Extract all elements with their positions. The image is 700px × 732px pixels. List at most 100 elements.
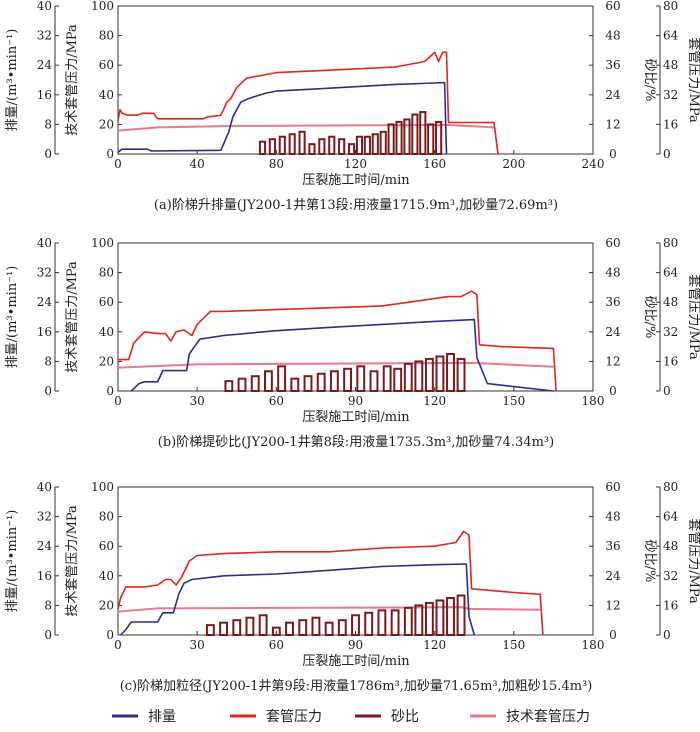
sand-ratio-bars <box>258 111 443 156</box>
casing-tick-label: 32 <box>663 325 678 339</box>
sand-tick-label: 60 <box>605 236 620 250</box>
sand-tick-label: 0 <box>609 384 617 398</box>
casing-tick-label: 64 <box>663 29 679 43</box>
x-tick-label: 240 <box>582 157 605 171</box>
sand-tick-label: 36 <box>605 58 620 72</box>
legend-label: 套管压力 <box>266 709 322 725</box>
casing-tick-label: 16 <box>663 354 678 368</box>
sand-tick-label: 36 <box>605 539 620 553</box>
rate-tick-label: 16 <box>37 88 52 102</box>
pressure-tick-label: 100 <box>91 0 114 13</box>
sand-ratio-bars <box>205 594 466 637</box>
casing-tick-label: 48 <box>663 295 678 309</box>
sand-tick-label: 48 <box>605 266 620 280</box>
sand-ratio-bar <box>435 355 445 393</box>
rate-line <box>130 318 554 392</box>
pressure-axis-label: 技术套管压力/MPa <box>64 24 80 136</box>
legend-label: 排量 <box>148 709 176 725</box>
sand-axis-label: 砂比/% <box>642 59 657 102</box>
sand-ratio-bar <box>403 118 411 155</box>
x-tick-label: 200 <box>502 157 525 171</box>
sand-ratio-bar <box>387 123 395 156</box>
x-tick-label: 60 <box>269 394 284 408</box>
sand-tick-label: 60 <box>605 480 620 494</box>
sand-ratio-bar <box>351 614 360 636</box>
sand-ratio-bar <box>311 616 321 637</box>
sand-tick-label: 48 <box>605 510 620 524</box>
legend: 排量 套管压力 砂比 技术套管压力 <box>112 709 590 725</box>
pressure-tick-label: 40 <box>99 325 114 339</box>
x-tick-label: 30 <box>190 394 205 408</box>
sand-ratio-bar <box>285 621 294 637</box>
sand-ratio-bar <box>318 138 326 155</box>
sand-ratio-bar <box>347 143 356 155</box>
x-tick-label: 150 <box>502 638 525 652</box>
sand-ratio-bars <box>224 353 466 393</box>
sand-ratio-bar <box>456 357 466 392</box>
x-tick-label: 0 <box>114 157 122 171</box>
chart-panels: 0 40 80 120 160 200 240压裂施工时间/min0816243240020… <box>5 0 700 694</box>
sand-axis-label: 砂比/% <box>642 540 657 583</box>
sand-ratio-bar <box>414 360 424 392</box>
sand-ratio-bar <box>435 120 443 155</box>
sand-ratio-bar <box>224 380 234 392</box>
sand-ratio-bar <box>290 377 300 392</box>
sand-tick-label: 12 <box>605 117 620 131</box>
rate-axis-label: 排量/(m³•min⁻¹) <box>5 510 20 613</box>
rate-axis-label: 排量/(m³•min⁻¹) <box>5 266 20 369</box>
sand-ratio-bar <box>329 370 339 392</box>
sand-ratio-bar <box>338 138 346 155</box>
panel-caption: (c)阶梯加粒径(JY200-1井第9段:用液量1786m³,加砂量71.65m… <box>120 679 593 694</box>
sand-tick-label: 24 <box>605 569 621 583</box>
x-axis-label: 压裂施工时间/min <box>302 410 410 425</box>
rate-tick-label: 32 <box>37 510 52 524</box>
sand-tick-label: 24 <box>605 88 621 102</box>
rate-tick-label: 24 <box>37 295 53 309</box>
x-tick-label: 180 <box>582 638 605 652</box>
casing-tick-label: 80 <box>663 236 678 250</box>
tech-casing-pressure-line <box>117 606 541 613</box>
sand-ratio-bar <box>435 599 445 637</box>
x-tick-label: 0 <box>114 394 122 408</box>
rate-tick-label: 0 <box>44 628 52 642</box>
sand-ratio-bar <box>298 619 308 637</box>
rate-tick-label: 8 <box>44 117 52 131</box>
sand-ratio-bar <box>414 604 424 637</box>
legend-item: 套管压力 <box>230 709 322 725</box>
panel-caption: (a)阶梯升排量(JY200-1井第13段:用液量1715.9m³,加砂量72.… <box>154 198 558 213</box>
sand-ratio-bar <box>258 614 268 636</box>
sand-ratio-bar <box>316 372 326 393</box>
sand-ratio-bar <box>263 370 273 392</box>
pressure-tick-label: 80 <box>99 510 114 524</box>
x-tick-label: 120 <box>344 157 367 171</box>
x-tick-label: 180 <box>582 394 605 408</box>
sand-ratio-bar <box>419 111 427 155</box>
casing-tick-label: 16 <box>663 598 678 612</box>
sand-ratio-bar <box>364 611 374 636</box>
sand-ratio-bar <box>424 357 434 392</box>
sand-tick-label: 0 <box>609 628 617 642</box>
sand-ratio-bar <box>303 375 313 393</box>
sand-ratio-bar <box>258 140 267 156</box>
sand-ratio-bar <box>363 135 371 156</box>
rate-line <box>120 563 476 636</box>
rate-tick-label: 24 <box>37 58 53 72</box>
sand-ratio-bar <box>298 130 306 156</box>
x-tick-label: 0 <box>114 638 122 652</box>
rate-tick-label: 32 <box>37 266 52 280</box>
casing-tick-label: 64 <box>663 266 679 280</box>
rate-tick-label: 40 <box>37 236 52 250</box>
legend-item: 砂比 <box>355 709 419 725</box>
sand-ratio-bar <box>271 626 281 636</box>
sand-ratio-bar <box>219 621 228 637</box>
pressure-tick-label: 0 <box>106 384 114 398</box>
rate-tick-label: 40 <box>37 0 52 13</box>
rate-tick-label: 8 <box>44 354 52 368</box>
casing-pressure-line <box>118 290 557 392</box>
rate-line <box>117 81 448 155</box>
pressure-tick-label: 40 <box>99 88 114 102</box>
tech-casing-pressure-line <box>117 361 554 369</box>
legend-item: 技术套管压力 <box>470 709 590 725</box>
casing-axis-label: 套管压力/MPa <box>686 274 700 360</box>
rate-axis-label: 排量/(m³•min⁻¹) <box>5 29 20 132</box>
